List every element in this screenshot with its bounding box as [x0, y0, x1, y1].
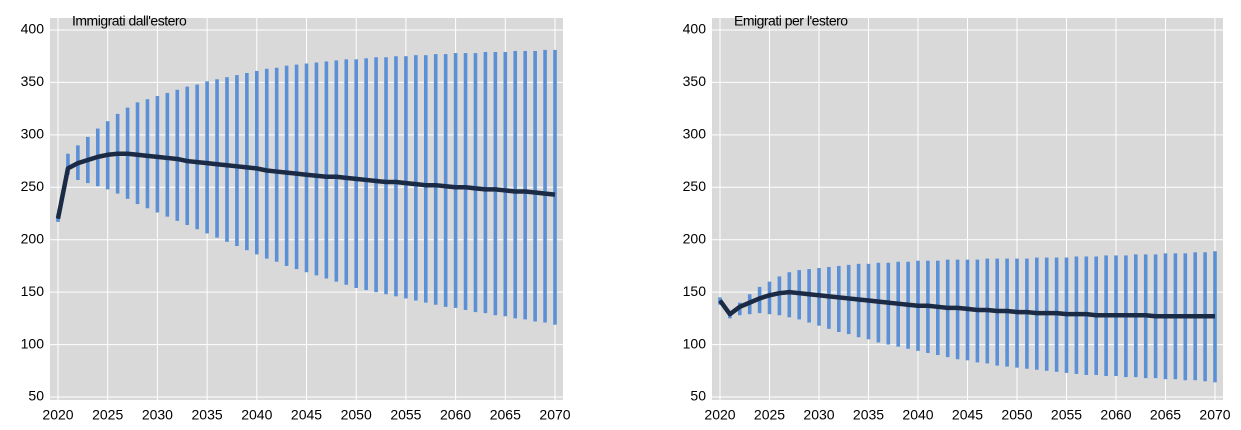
x-tick-label: 2060	[440, 407, 471, 423]
range-bar	[354, 59, 358, 288]
y-tick-label: 150	[21, 283, 45, 299]
x-tick-label: 2040	[902, 407, 933, 423]
y-tick-label: 100	[683, 335, 707, 351]
range-bar	[255, 70, 259, 255]
x-tick-label: 2070	[1199, 407, 1230, 423]
range-bar	[314, 62, 319, 276]
x-tick-label: 2025	[754, 407, 785, 423]
y-tick-label: 100	[21, 335, 45, 351]
range-bar	[463, 53, 468, 310]
range-bar	[423, 55, 428, 303]
y-tick-label: 300	[683, 126, 707, 142]
y-tick-label: 250	[683, 178, 707, 194]
y-tick-label: 350	[683, 73, 707, 89]
x-tick-label: 2045	[952, 407, 983, 423]
range-bar	[503, 52, 508, 317]
range-bar	[483, 52, 488, 314]
range-bar	[284, 65, 289, 266]
x-tick-label: 2020	[42, 407, 73, 423]
range-bar	[334, 60, 339, 282]
range-bar	[523, 50, 527, 320]
range-bar	[215, 79, 219, 238]
range-bar	[787, 272, 792, 318]
range-bar	[553, 49, 557, 325]
y-tick-label: 150	[683, 283, 707, 299]
x-tick-label: 2040	[241, 407, 272, 423]
range-bar	[66, 153, 70, 175]
range-bar	[777, 276, 782, 316]
x-tick-label: 2055	[390, 407, 421, 423]
range-bar	[245, 72, 249, 251]
range-bar	[344, 59, 349, 285]
range-bar	[264, 68, 269, 259]
chart-title: Immigrati dall'estero	[72, 13, 187, 29]
x-tick-label: 2025	[92, 407, 123, 423]
range-bar	[533, 50, 537, 322]
y-tick-label: 50	[28, 388, 44, 404]
y-tick-label: 200	[21, 230, 45, 246]
x-tick-label: 2020	[704, 407, 735, 423]
range-bar	[473, 53, 478, 313]
range-bar	[543, 49, 547, 323]
x-tick-label: 2070	[539, 407, 570, 423]
range-bar	[195, 84, 199, 230]
range-bar	[304, 63, 309, 273]
range-bar	[165, 92, 170, 217]
x-tick-label: 2045	[291, 407, 322, 423]
y-tick-label: 400	[683, 21, 707, 37]
x-tick-label: 2055	[1051, 407, 1082, 423]
x-tick-label: 2050	[1001, 407, 1032, 423]
x-tick-label: 2035	[853, 407, 884, 423]
range-bar	[767, 281, 772, 315]
y-tick-label: 300	[21, 126, 45, 142]
range-bar	[513, 50, 518, 319]
range-bar	[155, 96, 160, 213]
range-bar	[433, 54, 438, 305]
range-bar	[235, 75, 239, 247]
y-tick-label: 200	[683, 230, 707, 246]
range-bar	[374, 57, 378, 293]
y-tick-label: 400	[21, 21, 45, 37]
range-bar	[414, 55, 418, 301]
median-line	[718, 289, 1215, 319]
x-tick-label: 2035	[192, 407, 223, 423]
x-tick-label: 2065	[490, 407, 521, 423]
range-bar	[443, 54, 448, 307]
y-tick-label: 50	[690, 388, 706, 404]
range-bar	[394, 56, 398, 297]
range-bar	[185, 86, 190, 226]
x-tick-label: 2060	[1100, 407, 1131, 423]
range-bar	[175, 89, 180, 221]
range-bar	[274, 67, 279, 262]
x-tick-label: 2030	[803, 407, 834, 423]
range-bar	[225, 77, 229, 242]
median-line	[55, 151, 556, 220]
x-tick-label: 2065	[1150, 407, 1181, 423]
range-bar	[384, 57, 388, 295]
range-bar	[294, 64, 299, 270]
x-tick-label: 2050	[341, 407, 372, 423]
range-bar	[364, 58, 368, 291]
chart-title: Emigrati per l'estero	[734, 13, 848, 29]
range-bar	[205, 81, 209, 234]
range-bar	[404, 56, 408, 299]
range-bar	[324, 61, 329, 279]
y-tick-label: 250	[21, 178, 45, 194]
range-bar	[493, 52, 498, 316]
range-bar	[453, 53, 458, 308]
x-tick-label: 2030	[142, 407, 173, 423]
y-tick-label: 350	[21, 73, 45, 89]
